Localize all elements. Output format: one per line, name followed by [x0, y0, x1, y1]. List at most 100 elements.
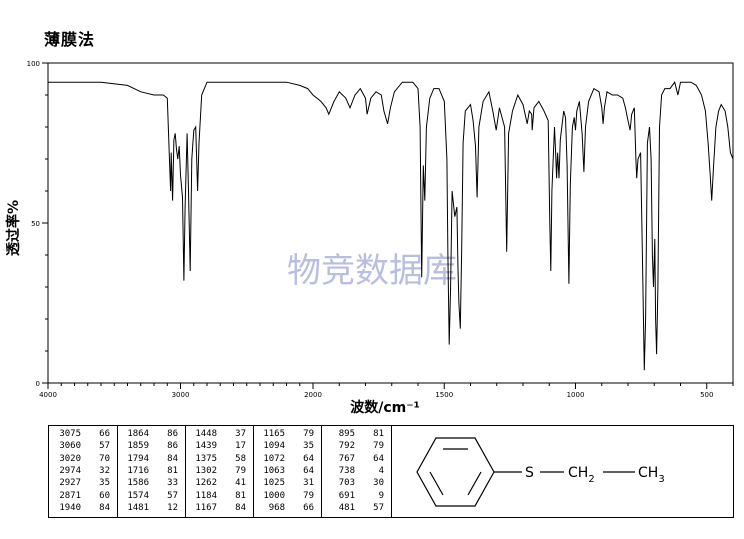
- structure-panel: S CH2 CH3: [392, 425, 734, 518]
- peak-wavenumber: 767: [338, 453, 355, 464]
- peak-wavenumber: 1439: [195, 441, 217, 452]
- plot-frame: [47, 62, 734, 384]
- peak-wavenumber: 895: [338, 429, 355, 439]
- peak-row: 703 30: [322, 477, 391, 489]
- peak-wavenumber: 1716: [127, 465, 149, 476]
- peak-row: 1859 86: [118, 440, 185, 452]
- peak-transmittance: 79: [303, 490, 314, 501]
- peak-row: 1302 79: [186, 465, 253, 477]
- peak-wavenumber: 1864: [127, 429, 149, 439]
- peak-transmittance: 66: [303, 502, 314, 513]
- peak-row: 1375 58: [186, 453, 253, 465]
- peak-transmittance: 57: [167, 490, 178, 501]
- peak-transmittance: 84: [167, 453, 178, 464]
- peak-row: 2927 35: [49, 477, 117, 489]
- peak-wavenumber: 792: [338, 441, 355, 452]
- peak-wavenumber: 2927: [59, 478, 81, 489]
- peak-row: 2974 32: [49, 465, 117, 477]
- peak-wavenumber: 1165: [263, 429, 285, 439]
- peak-row: 792 79: [322, 440, 391, 452]
- x-tick-label: 2000: [304, 391, 322, 399]
- x-tick-label: 500: [700, 391, 713, 399]
- peak-wavenumber: 1000: [263, 490, 285, 501]
- peak-transmittance: 66: [99, 429, 110, 439]
- peak-transmittance: 86: [167, 429, 178, 439]
- peak-wavenumber: 1167: [195, 502, 217, 513]
- peak-row: 1165 79: [254, 428, 321, 440]
- peak-wavenumber: 1794: [127, 453, 149, 464]
- peak-transmittance: 81: [235, 490, 246, 501]
- peak-transmittance: 41: [235, 478, 246, 489]
- x-axis-label: 波数/cm⁻¹: [350, 399, 420, 416]
- peak-transmittance: 86: [167, 441, 178, 452]
- peak-row: 1000 79: [254, 490, 321, 502]
- peak-wavenumber: 1302: [195, 465, 217, 476]
- peak-wavenumber: 3020: [59, 453, 81, 464]
- ch2-group: CH2: [568, 465, 595, 485]
- peak-transmittance: 58: [235, 453, 246, 464]
- peak-row: 1940 84: [49, 502, 117, 514]
- peak-row: 895 81: [322, 428, 391, 440]
- peak-row: 1716 81: [118, 465, 185, 477]
- peak-row: 968 66: [254, 502, 321, 514]
- x-tick-label: 1500: [435, 391, 453, 399]
- peak-wavenumber: 1574: [127, 490, 149, 501]
- watermark: 物竞数据库: [287, 251, 457, 291]
- peak-wavenumber: 1072: [263, 453, 285, 464]
- peak-transmittance: 30: [373, 478, 384, 489]
- benzene-ring: [416, 437, 495, 507]
- peak-transmittance: 64: [303, 465, 314, 476]
- ethyl-phenyl-sulfide-structure: S CH2 CH3: [416, 437, 665, 507]
- peak-wavenumber: 691: [338, 490, 355, 501]
- peak-row: 2871 60: [49, 490, 117, 502]
- peak-transmittance: 60: [99, 490, 110, 501]
- peak-wavenumber: 1375: [195, 453, 217, 464]
- peak-wavenumber: 1859: [127, 441, 149, 452]
- y-axis-label: 透过率%: [5, 200, 22, 256]
- sulfur-atom: S: [525, 465, 534, 481]
- peak-row: 1072 64: [254, 453, 321, 465]
- peak-wavenumber: 703: [338, 478, 355, 489]
- peak-row: 1439 17: [186, 440, 253, 452]
- peak-row: 1094 35: [254, 440, 321, 452]
- peak-wavenumber: 1063: [263, 465, 285, 476]
- x-tick-label: 3000: [172, 391, 190, 399]
- x-tick-label: 4000: [39, 391, 57, 399]
- peak-row: 1262 41: [186, 477, 253, 489]
- peak-transmittance: 79: [373, 441, 384, 452]
- peak-transmittance: 35: [99, 478, 110, 489]
- peak-transmittance: 79: [235, 465, 246, 476]
- peak-wavenumber: 1940: [59, 502, 81, 513]
- peak-wavenumber: 2974: [59, 465, 81, 476]
- peak-transmittance: 57: [373, 502, 384, 513]
- peak-column: 3075 66 3060 57 3020 70 2974 32 2927 35 2871 60 1940…: [49, 426, 117, 517]
- peak-transmittance: 64: [303, 453, 314, 464]
- peak-row: 1063 64: [254, 465, 321, 477]
- peak-row: 1448 37: [186, 428, 253, 440]
- peak-wavenumber: 968: [268, 502, 285, 513]
- peak-row: 767 64: [322, 453, 391, 465]
- peak-transmittance: 70: [99, 453, 110, 464]
- y-tick-label: 100: [27, 60, 40, 68]
- peak-transmittance: 17: [235, 441, 246, 452]
- peak-transmittance: 35: [303, 441, 314, 452]
- peak-wavenumber: 1586: [127, 478, 149, 489]
- peak-wavenumber: 1184: [195, 490, 217, 501]
- peak-transmittance: 12: [167, 502, 178, 513]
- peak-column: 1864 86 1859 86 1794 84 1716 81 1586 33 1574 57 1481…: [117, 426, 185, 517]
- peak-transmittance: 33: [167, 478, 178, 489]
- peak-transmittance: 9: [378, 490, 384, 501]
- ir-spectrum-chart: 物竞数据库 4000 3000 2000 1500 1000 500 0 50 100 波数/c…: [5, 60, 734, 416]
- peak-row: 1481 12: [118, 502, 185, 514]
- peak-column: 1448 37 1439 17 1375 58 1302 79 1262 41 1184 81 1167…: [185, 426, 253, 517]
- peak-wavenumber: 1025: [263, 478, 285, 489]
- peak-row: 1167 84: [186, 502, 253, 514]
- peak-transmittance: 57: [99, 441, 110, 452]
- peak-transmittance: 84: [235, 502, 246, 513]
- peak-column: 895 81 792 79 767 64 738 4 703 30 691 9 481 57: [321, 426, 391, 517]
- x-tick-label: 1000: [567, 391, 585, 399]
- y-tick-label: 50: [31, 220, 40, 228]
- peak-row: 1586 33: [118, 477, 185, 489]
- peak-wavenumber: 738: [338, 465, 355, 476]
- peak-row: 691 9: [322, 490, 391, 502]
